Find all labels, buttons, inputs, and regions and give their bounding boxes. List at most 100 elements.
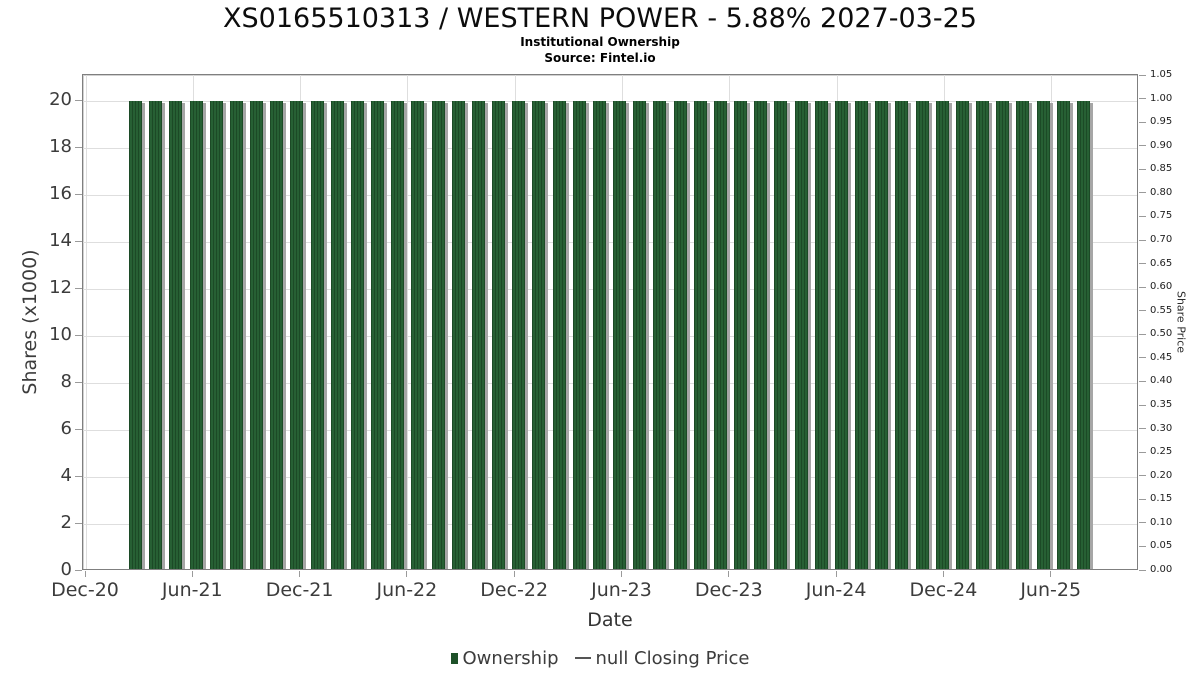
right-axis-tick-mark bbox=[1139, 74, 1146, 76]
ownership-bar bbox=[451, 101, 465, 569]
right-axis-tick-label: 0.55 bbox=[1150, 304, 1173, 316]
ownership-bar bbox=[875, 101, 889, 569]
right-axis-tick-label: 0.00 bbox=[1150, 564, 1173, 575]
ownership-bar bbox=[391, 101, 405, 569]
right-axis-tick-mark bbox=[1139, 310, 1146, 312]
right-axis-tick-label: 0.45 bbox=[1150, 351, 1173, 363]
ownership-bar bbox=[270, 101, 284, 569]
right-axis-tick-mark bbox=[1139, 569, 1146, 571]
right-axis-tick-label: 0.25 bbox=[1150, 446, 1173, 458]
right-axis-tick-label: 0.95 bbox=[1150, 116, 1173, 128]
x-axis-tick-mark bbox=[84, 571, 86, 577]
left-axis-tick-mark bbox=[75, 381, 82, 383]
gridline-horizontal bbox=[83, 382, 1137, 384]
right-axis-tick-label: 0.40 bbox=[1150, 375, 1173, 387]
ownership-bar bbox=[411, 101, 425, 569]
left-axis-tick-label: 12 bbox=[49, 277, 72, 298]
ownership-bar bbox=[129, 101, 142, 569]
left-axis-tick-label: 6 bbox=[60, 418, 72, 439]
x-axis-tick-mark bbox=[835, 571, 837, 577]
right-axis-tick-mark bbox=[1139, 522, 1146, 524]
ownership-bar bbox=[713, 101, 727, 569]
left-axis-tick-mark bbox=[75, 334, 82, 336]
closing-price-legend-label: null Closing Price bbox=[595, 647, 750, 669]
gridline-horizontal bbox=[83, 429, 1137, 431]
right-axis-tick-mark bbox=[1139, 286, 1146, 288]
ownership-bar bbox=[1016, 101, 1030, 569]
x-axis-tick-mark bbox=[299, 571, 301, 577]
right-axis-tick-mark bbox=[1139, 475, 1146, 477]
right-axis-tick-mark bbox=[1139, 98, 1146, 100]
ownership-bar bbox=[855, 101, 869, 569]
ownership-bar bbox=[955, 101, 969, 569]
ownership-bar bbox=[895, 101, 909, 569]
ownership-bar bbox=[471, 101, 485, 569]
right-axis-tick-label: 1.00 bbox=[1150, 92, 1173, 104]
ownership-bar bbox=[1036, 101, 1050, 569]
right-axis-tick-mark bbox=[1139, 380, 1146, 382]
ownership-bar bbox=[774, 101, 788, 569]
right-axis-tick-mark bbox=[1139, 357, 1146, 359]
x-axis-tick-label: Jun-24 bbox=[805, 579, 867, 601]
x-axis-tick-mark bbox=[1050, 571, 1052, 577]
ownership-legend-label: Ownership bbox=[462, 647, 559, 669]
left-axis-tick-mark bbox=[75, 193, 82, 195]
right-axis-tick-label: 0.30 bbox=[1150, 422, 1173, 434]
ownership-bar bbox=[350, 101, 364, 569]
ownership-bar bbox=[330, 101, 344, 569]
x-axis-tick-mark bbox=[621, 571, 622, 577]
ownership-bar bbox=[310, 101, 324, 569]
left-axis-tick-mark bbox=[75, 569, 82, 571]
chart-subtitle: Institutional Ownership bbox=[520, 35, 680, 49]
ownership-bar bbox=[935, 101, 949, 569]
gridline-horizontal bbox=[83, 335, 1137, 337]
right-axis-tick-mark bbox=[1139, 168, 1146, 170]
left-axis-tick-mark bbox=[75, 522, 82, 524]
ownership-bar bbox=[673, 101, 687, 569]
right-axis-tick-label: 0.65 bbox=[1150, 257, 1173, 269]
right-axis-tick-mark bbox=[1139, 451, 1146, 453]
chart-source: Source: Fintel.io bbox=[544, 51, 656, 65]
ownership-bar bbox=[250, 101, 264, 569]
right-axis-tick-mark bbox=[1139, 498, 1146, 500]
gridline-vertical bbox=[407, 75, 409, 569]
x-axis-tick-label: Jun-21 bbox=[161, 579, 223, 601]
left-axis-tick-mark bbox=[75, 475, 82, 477]
ownership-bar bbox=[149, 101, 163, 569]
ownership-bar bbox=[209, 101, 223, 569]
closing-price-legend-line-icon bbox=[574, 657, 591, 659]
ownership-bar bbox=[532, 101, 546, 569]
right-axis-tick-mark bbox=[1139, 239, 1146, 241]
plot-area bbox=[82, 74, 1138, 570]
right-axis-tick-label: 0.20 bbox=[1150, 469, 1173, 481]
gridline-horizontal bbox=[83, 100, 1137, 102]
gridline-horizontal bbox=[83, 241, 1137, 243]
gridline-horizontal bbox=[83, 288, 1137, 290]
left-axis-tick-label: 8 bbox=[60, 371, 72, 392]
left-axis-tick-label: 10 bbox=[49, 324, 72, 345]
right-axis-tick-mark bbox=[1139, 545, 1146, 547]
gridline-vertical bbox=[1051, 75, 1053, 569]
right-axis-tick-label: 0.05 bbox=[1150, 540, 1173, 552]
right-axis-tick-label: 1.05 bbox=[1150, 69, 1173, 80]
left-axis-tick-label: 14 bbox=[49, 230, 72, 251]
left-axis-tick-mark bbox=[75, 146, 82, 148]
gridline-horizontal bbox=[83, 147, 1137, 149]
gridline-vertical bbox=[729, 75, 731, 569]
ownership-bar bbox=[915, 101, 929, 569]
right-axis-tick-mark bbox=[1139, 333, 1146, 335]
legend: Ownership null Closing Price bbox=[0, 646, 1200, 670]
right-axis-tick-label: 0.75 bbox=[1150, 210, 1173, 222]
ownership-bar bbox=[693, 101, 707, 569]
x-axis-tick-label: Jun-23 bbox=[591, 579, 652, 601]
gridline-horizontal bbox=[83, 523, 1137, 525]
ownership-legend-swatch-icon bbox=[450, 652, 458, 664]
ownership-bar bbox=[633, 101, 647, 569]
right-axis-tick-label: 0.90 bbox=[1150, 139, 1173, 151]
x-axis-tick-label: Dec-22 bbox=[480, 579, 549, 601]
ownership-bar bbox=[189, 101, 203, 569]
left-axis-tick-mark bbox=[75, 428, 82, 430]
x-axis-tick-label: Jun-22 bbox=[376, 579, 438, 601]
right-axis-tick-label: 0.70 bbox=[1150, 234, 1173, 245]
ownership-bar bbox=[552, 101, 566, 569]
